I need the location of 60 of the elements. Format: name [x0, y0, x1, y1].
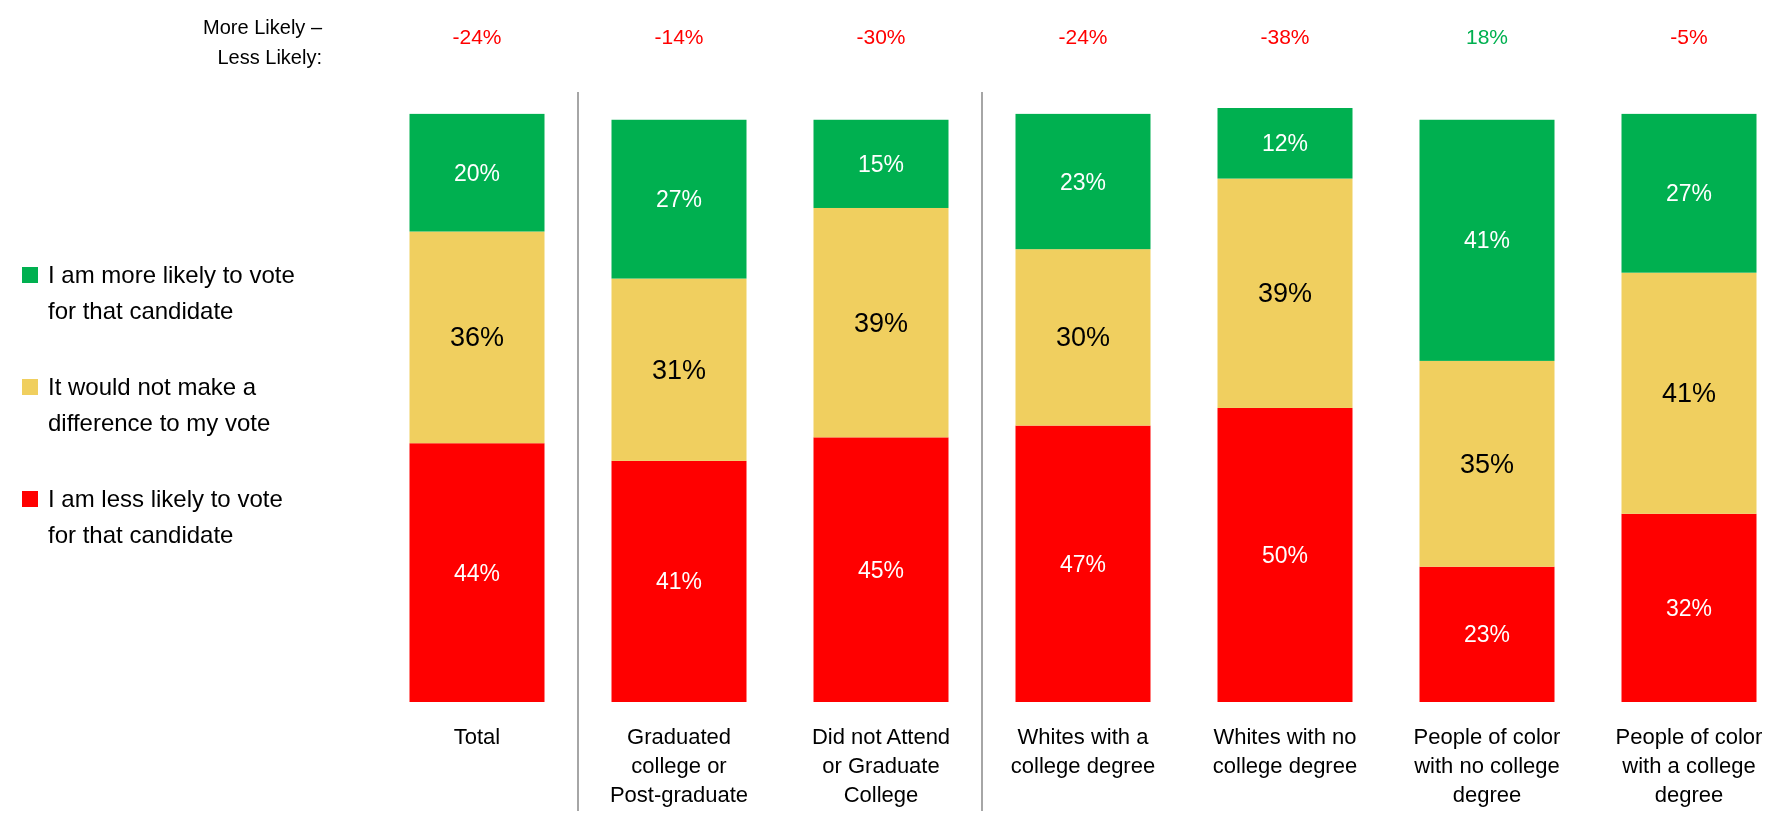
bar [611, 119, 747, 279]
data-label: 20% [453, 159, 501, 186]
text: -24% [452, 25, 502, 48]
x-tick-label: Did not Attend or Graduate College [811, 724, 951, 807]
data-label: 32% [1665, 594, 1713, 621]
bar [611, 278, 747, 461]
data-label: 23% [1059, 168, 1107, 195]
text: -14% [654, 25, 704, 48]
data-label: 44% [453, 559, 501, 586]
data-label: 41% [1463, 227, 1511, 254]
text: -24% [1058, 25, 1108, 48]
data-label: 41% [1661, 378, 1717, 409]
text: More Likely – Less Likely: [203, 16, 323, 68]
legend-label: I am less likely to vote for that candidate [48, 485, 283, 548]
bar [1217, 108, 1353, 179]
bar [1015, 113, 1151, 250]
bar [813, 207, 949, 438]
text: -30% [856, 25, 906, 48]
x-tick-label: Graduated college or Post-graduate [609, 724, 749, 807]
bar [1621, 272, 1757, 514]
data-label: 30% [1055, 322, 1111, 353]
bar [1217, 407, 1353, 702]
x-tick-label: Whites with a college degree [1010, 724, 1156, 778]
bar [813, 437, 949, 702]
bar [1015, 425, 1151, 702]
data-label: 31% [651, 354, 707, 385]
data-label: 39% [1257, 278, 1313, 309]
x-tick-label: Whites with no college degree [1212, 724, 1358, 778]
x-tick-label: People of color with a college degree [1615, 724, 1763, 807]
bar [409, 231, 545, 444]
text: -5% [1670, 25, 1708, 48]
legend-label: It would not make a difference to my vote [48, 373, 271, 436]
bar [409, 443, 545, 702]
x-tick-label: People of color with no college degree [1413, 724, 1561, 807]
bar [611, 460, 747, 702]
data-label: 12% [1261, 130, 1309, 157]
data-label: 45% [857, 556, 905, 583]
data-label: 15% [857, 150, 905, 177]
bar [1621, 513, 1757, 702]
bar [813, 119, 949, 208]
bar [1419, 360, 1555, 567]
data-label: 35% [1459, 448, 1515, 479]
bar [409, 113, 545, 232]
x-tick-label: Total [453, 724, 501, 749]
bar [1217, 178, 1353, 408]
data-label: 41% [655, 568, 703, 595]
data-label: 27% [1665, 180, 1713, 207]
data-label: 39% [853, 307, 909, 338]
bar [1621, 113, 1757, 273]
data-label: 47% [1059, 550, 1107, 577]
bar [1015, 249, 1151, 426]
text: 18% [1465, 25, 1509, 48]
bar [1419, 566, 1555, 702]
data-label: 50% [1261, 541, 1309, 568]
text: -38% [1260, 25, 1310, 48]
data-label: 23% [1463, 621, 1511, 648]
data-label: 27% [655, 186, 703, 213]
bar [1419, 119, 1555, 361]
data-label: 36% [449, 322, 505, 353]
legend-label: I am more likely to vote for that candidate [48, 261, 295, 324]
